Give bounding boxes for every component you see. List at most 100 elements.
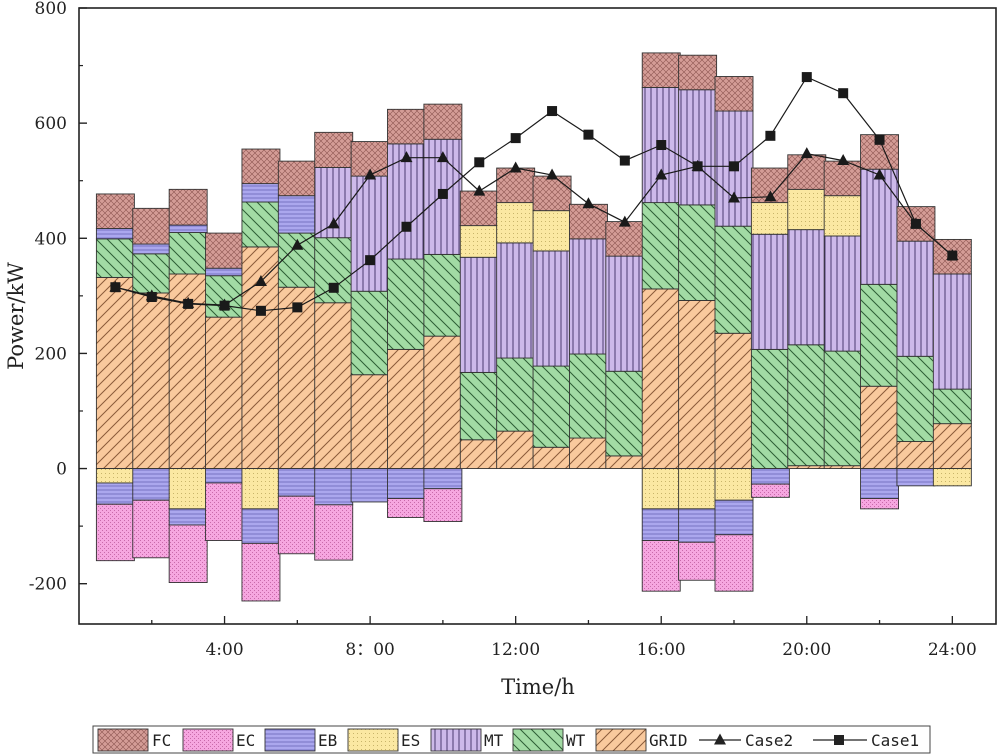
legend-swatch-es (347, 728, 399, 752)
bar-mt-h13 (532, 250, 572, 367)
bar-ec-neg-h10 (423, 488, 463, 522)
marker-case2-h22 (873, 168, 886, 180)
legend-marker-case2 (714, 733, 726, 745)
bar-grid-h24 (932, 423, 972, 470)
bar-mt-h22 (860, 168, 900, 285)
bar-mt-h20 (787, 229, 827, 346)
y-tick-label: 200 (35, 344, 67, 364)
marker-case1-h19 (765, 130, 776, 141)
marker-case2-h10 (436, 151, 449, 163)
bar-grid-h10 (423, 335, 463, 470)
bar-wt-h23 (896, 355, 936, 442)
bar-eb-neg-h5 (241, 508, 281, 544)
x-axis: 4:00 8：00 12:00 16:00 20:00 24:00 (151, 616, 977, 660)
bar-eb-h4 (205, 267, 245, 277)
legend-label-case2: Case2 (745, 731, 793, 750)
x-tick-label: 4:00 (205, 640, 243, 660)
legend-label-es: ES (401, 731, 420, 750)
bar-fc-h21 (823, 160, 863, 197)
bar-eb-neg-h2 (132, 468, 172, 501)
bar-grid-h15 (605, 455, 645, 470)
bar-ec-neg-h18 (714, 534, 754, 592)
marker-case1-h5 (255, 305, 266, 316)
bar-fc-h9 (387, 108, 426, 145)
marker-case1-h9 (401, 221, 412, 232)
bar-mt-h23 (896, 240, 936, 357)
bar-wt-h9 (387, 258, 426, 350)
bar-wt-h5 (241, 201, 281, 248)
bar-mt-h19 (750, 233, 790, 350)
bars-layer (95, 52, 972, 602)
bar-es-neg-h5 (241, 468, 281, 510)
marker-case1-h24 (947, 250, 958, 261)
bar-wt-h12 (496, 357, 536, 432)
legend-swatch-wt (512, 728, 564, 752)
legend-label-case1: Case1 (871, 731, 919, 750)
bar-eb-neg-h22 (860, 468, 900, 499)
marker-case1-h20 (801, 72, 812, 83)
marker-case1-h3 (183, 298, 194, 309)
marker-case1-h13 (547, 106, 558, 117)
legend-label-wt: WT (566, 731, 586, 750)
bar-wt-h20 (787, 344, 827, 467)
bar-fc-h14 (568, 203, 608, 240)
legend-marker-case1 (834, 735, 844, 745)
bar-ec-neg-h5 (241, 542, 281, 602)
marker-case2-h8 (364, 168, 377, 180)
legend-swatch-grid (595, 728, 647, 752)
y-axis-label: Power/kW (4, 262, 28, 370)
bar-eb-neg-h19 (750, 468, 790, 485)
bar-fc-h17 (678, 54, 718, 91)
bar-wt-h22 (860, 283, 900, 387)
marker-case2-h15 (618, 215, 631, 227)
marker-case1-h23 (910, 218, 921, 229)
marker-case1-h1 (110, 282, 121, 293)
bar-wt-h15 (605, 370, 645, 457)
bar-es-h12 (496, 202, 536, 244)
bar-fc-h1 (95, 193, 135, 229)
y-tick-label: 600 (35, 114, 67, 134)
bar-ec-neg-h17 (678, 541, 718, 581)
marker-case2-h13 (546, 168, 559, 180)
legend-label-mt: MT (484, 731, 504, 750)
bar-es-neg-h18 (714, 468, 754, 501)
bar-wt-h11 (459, 371, 499, 441)
bar-fc-h3 (168, 188, 208, 226)
x-tick-label: 16:00 (637, 640, 686, 660)
bar-fc-h13 (532, 175, 572, 212)
bar-fc-h18 (714, 76, 754, 112)
legend: FC EC EB ES MT WT GRID Case2 Case1 (92, 725, 931, 754)
bar-ec-neg-h16 (641, 540, 681, 592)
marker-case2-h19 (764, 190, 777, 202)
bar-mt-h17 (678, 89, 718, 206)
bar-fc-h20 (787, 154, 827, 190)
bar-wt-h19 (750, 348, 790, 470)
legend-label-ec: EC (236, 731, 255, 750)
bar-mt-h15 (605, 255, 645, 372)
bar-eb-h1 (95, 228, 135, 240)
bar-fc-h16 (641, 52, 681, 88)
marker-case1-h7 (328, 282, 339, 293)
bar-mt-h12 (496, 242, 536, 359)
bar-grid-h4 (205, 316, 245, 470)
marker-case1-h12 (510, 133, 521, 144)
bar-mt-h24 (932, 273, 972, 390)
lines-layer (109, 72, 959, 316)
bar-grid-h12 (496, 430, 536, 470)
bar-wt-h10 (423, 253, 463, 337)
bar-mt-h21 (823, 235, 863, 352)
legend-swatch-ec (182, 728, 234, 752)
bar-eb-neg-h7 (314, 468, 354, 506)
bar-wt-h18 (714, 225, 754, 334)
marker-case2-h7 (327, 217, 340, 229)
bar-fc-h2 (132, 207, 172, 245)
bar-es-neg-h16 (641, 468, 681, 510)
bar-grid-h8 (350, 374, 390, 470)
bar-eb-neg-h18 (714, 499, 754, 536)
bar-es-neg-h17 (678, 468, 718, 510)
bar-fc-h6 (277, 160, 317, 197)
bar-wt-h8 (350, 290, 390, 376)
marker-case1-h16 (656, 140, 667, 151)
marker-case1-h11 (474, 157, 485, 168)
